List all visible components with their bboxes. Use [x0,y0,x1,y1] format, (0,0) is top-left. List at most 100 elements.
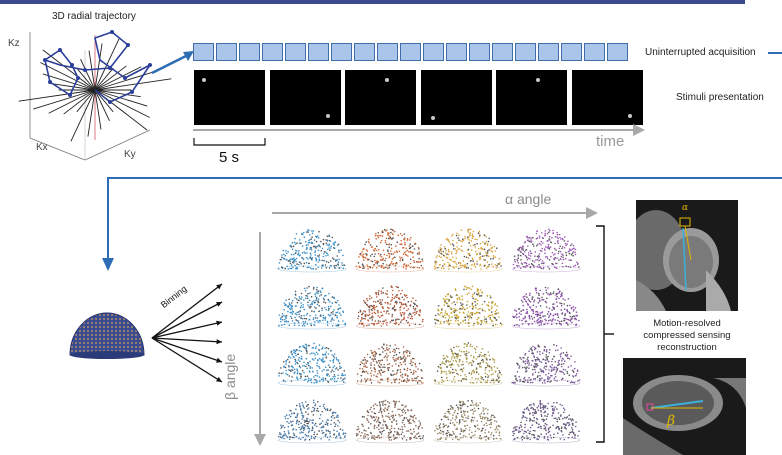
binned-hemisphere [355,399,425,444]
acquisition-block [308,43,329,61]
acquisition-block [377,43,398,61]
recon-line-2: compressed sensing [643,330,731,341]
acquisition-block [193,43,214,61]
binned-hemisphere [433,342,503,387]
sampled-hemisphere [69,312,145,359]
trajectory-spoke [49,82,96,91]
binned-hemisphere [433,399,503,444]
trajectory-spoke [94,89,150,118]
time-arrow [193,124,645,136]
trajectory-spoke [80,58,96,91]
trajectory-spoke [94,78,172,91]
binned-hemisphere [277,342,347,387]
stimuli-label: Stimuli presentation [676,92,764,103]
binning-arrowhead [216,357,222,363]
top-accent-bar [0,0,745,4]
beta-arrow [254,232,266,446]
acquisition-block [400,43,421,61]
acquisition-bar [193,43,630,61]
trajectory-spoke [94,89,110,122]
trajectory-spoke [88,50,96,91]
mri-image-beta: β [623,358,746,455]
trajectory-spoke [40,62,96,91]
stimulus-dot [202,78,206,82]
binning-arrowhead [216,302,222,307]
binned-hemisphere [355,285,425,330]
acquisition-block [216,43,237,61]
acquisition-block [331,43,352,61]
beta-symbol: β [667,413,676,429]
binned-hemisphere [511,344,581,387]
trajectory-spoke [76,67,96,91]
binned-hemisphere [511,228,581,273]
kx-axis-label: Kx [36,142,48,153]
recon-line-3: reconstruction [657,342,717,353]
stimulus-dot [325,114,330,118]
acquisition-block [354,43,375,61]
binning-arrowhead [216,376,222,382]
acquisition-block [239,43,260,61]
acquisition-block [607,43,628,61]
trajectory-spoke [94,65,127,91]
acquisition-block [446,43,467,61]
trajectory-spoke [70,89,96,142]
stimulus-frame [194,70,265,125]
trajectory-spoke [76,89,96,113]
binning-arrow [151,301,223,339]
binned-hemisphere [277,285,347,330]
five-seconds-label: 5 s [219,149,240,166]
beta-angle-label: β angle [222,353,238,400]
stimulus-frame [571,70,643,125]
binning-arrow [151,283,223,339]
binned-hemisphere [433,228,503,273]
binning-arrow [151,337,223,343]
stimulus-dot [385,78,389,82]
acquisition-block [538,43,559,61]
acquisition-block [515,43,536,61]
trajectory-spoke [94,67,114,91]
flow-connector [102,177,782,271]
stimulus-dot [430,116,435,120]
trajectory-spoke [94,70,157,91]
kz-axis-label: Kz [8,38,20,49]
five-second-bracket [193,138,266,146]
binned-hemisphere [511,286,581,330]
reconstruction-label: Motion-resolved compressed sensing recon… [628,318,746,354]
trajectory-title: 3D radial trajectory [52,11,136,22]
stimulus-frame [496,70,567,125]
acquisition-block [285,43,306,61]
binning-arrow [151,321,223,339]
trajectory-spoke [94,43,103,91]
trajectory-spoke [63,89,96,115]
alpha-symbol: α [682,203,689,213]
binned-hemisphere [355,228,425,273]
acquisition-label: Uninterrupted acquisition [645,47,756,58]
acquisition-block [469,43,490,61]
mri-image-alpha: α [636,200,738,311]
binning-arrow [151,337,223,383]
binned-hemisphere [277,229,347,273]
acquisition-block [584,43,605,61]
binned-hemisphere [355,343,425,387]
trajectory-spoke [18,89,96,102]
stimulus-dot [627,114,632,118]
results-bracket [596,225,614,443]
arrow-to-acquisition [151,51,194,75]
binning-arrowhead [216,320,222,326]
stimulus-frame [345,70,416,125]
trajectory-spoke [94,66,142,91]
alpha-arrow [272,207,598,219]
time-label: time [596,133,625,150]
binned-hemisphere [511,400,581,444]
acquisition-block [492,43,513,61]
stimulus-dot [536,78,540,82]
alpha-angle-label: α angle [505,191,552,207]
radial-trajectory-diagram [18,30,172,161]
acquisition-block [423,43,444,61]
stimulus-frame [420,70,492,125]
stimulus-frame [269,70,341,125]
trajectory-spoke [87,89,96,137]
trajectory-spoke [94,89,114,113]
binning-arrows [151,283,223,383]
trajectory-spoke [42,73,96,91]
